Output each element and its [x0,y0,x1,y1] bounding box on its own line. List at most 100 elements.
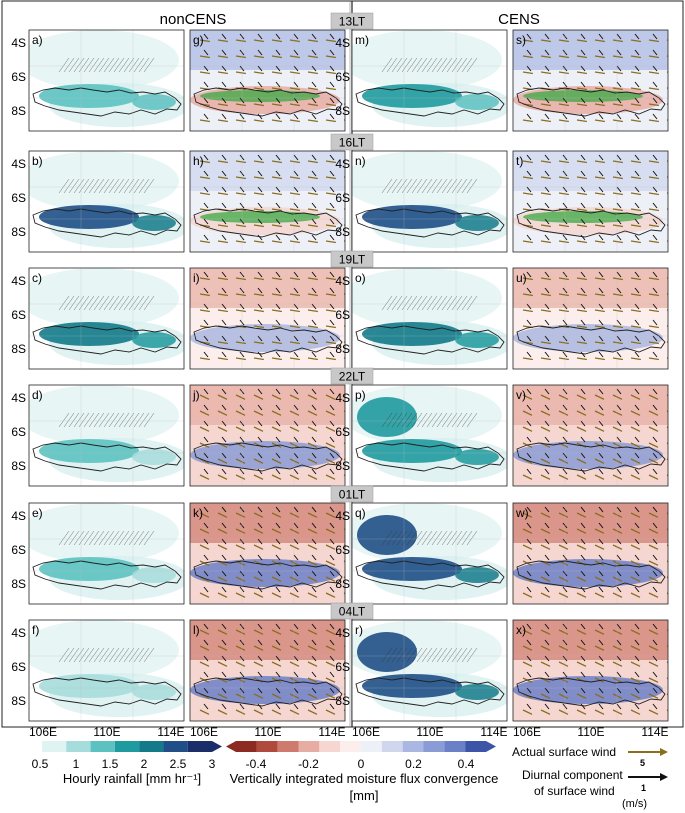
diurnal-wind-vector [329,522,335,529]
wind-vector [325,394,336,400]
diurnal-wind-vector [652,287,658,294]
wind-vector [648,410,659,416]
diurnal-wind-vector [275,436,281,443]
diurnal-wind-vector [221,287,227,294]
diurnal-wind-vector [203,522,209,529]
rainfall-colorbar-segment [139,741,164,752]
wind-vector [630,394,641,400]
figure-frame [1,0,684,728]
wind-vector [217,240,228,244]
wind-vector [648,709,659,715]
panel-letter: m) [355,33,369,47]
diurnal-wind-vector [293,506,299,513]
wind-vector [612,176,623,180]
diurnal-wind-vector [671,352,675,357]
wind-vector [217,160,228,164]
wind-vector [289,325,300,329]
wind-vector [522,119,533,123]
time-label-box [330,367,374,385]
wind-vector [253,103,264,107]
diurnal-wind-vector [598,570,604,577]
wind-vector [199,160,210,164]
diurnal-wind-vector [598,671,604,678]
wind-vector [235,277,246,281]
diurnal-wind-vector [580,303,586,310]
diurnal-wind-vector [671,405,675,410]
wind-vector [540,192,551,196]
wind-vector [289,474,300,480]
wind-vector [648,103,659,107]
diurnal-wind-vector [652,703,658,710]
diurnal-wind-vector [329,436,335,443]
diurnal-wind-vector [634,522,640,529]
wind-vector [522,512,533,518]
diurnal-wind-vector [203,436,209,443]
wind-vector [235,357,246,361]
wind-vector [612,693,623,699]
diurnal-wind-vector [203,452,209,459]
lat-tick-label: 8S [335,104,350,118]
diurnal-wind-vector [544,703,550,710]
wind-vector [522,661,533,667]
wind-vector [558,592,569,598]
convergence-colorbar-extend-low [226,741,236,752]
diurnal-wind-vector [311,97,317,104]
wind-vector [235,410,246,416]
wind-vector [289,87,300,91]
panel-letter: w) [515,506,529,520]
wind-vector [235,458,246,464]
diurnal-wind-vector [526,271,532,278]
wind-vector [558,357,569,361]
diurnal-wind-vector [293,468,299,475]
wind-vector [540,629,551,635]
diurnal-wind-vector [598,351,604,358]
diurnal-wind-vector [257,420,263,427]
wind-vector [576,55,587,59]
diurnal-wind-vector [580,234,586,241]
panel-w: w) [512,502,669,605]
wind-vector [217,592,228,598]
wind-vector [594,410,605,416]
wind-vector [307,592,318,598]
wind-vector [558,645,569,651]
wind-vector [289,528,300,534]
wind-vector [558,544,569,550]
diurnal-wind-vector [616,452,622,459]
wind-vector [594,512,605,518]
wind-vector [253,560,264,566]
diurnal-wind-vector [634,404,640,411]
diurnal-wind-vector [311,404,317,411]
wind-vector [307,325,318,329]
wind-vector [253,309,264,313]
diurnal-wind-vector [329,404,335,411]
wind-vector [271,309,282,313]
diurnal-wind-vector [203,671,209,678]
wind-vector [271,39,282,43]
wind-vector [612,208,623,212]
wind-vector [576,410,587,416]
diurnal-wind-vector [634,570,640,577]
wind-vector [289,103,300,107]
diurnal-wind-vector [580,81,586,88]
wind-vector [558,426,569,432]
diurnal-wind-vector [526,404,532,411]
wind-vector [666,119,668,121]
diurnal-wind-vector [275,639,281,646]
actual-wind-scale: 5 [640,758,645,768]
wind-vector [576,645,587,651]
wind-vector [612,576,623,582]
diurnal-wind-vector [203,319,209,326]
panel-letter: q) [355,506,366,520]
wind-legend-actual-label: Actual surface wind [512,745,616,759]
wind-vector [558,394,569,400]
wind-vector [217,645,228,651]
diurnal-wind-vector [203,113,209,120]
diurnal-wind-vector [311,271,317,278]
wind-vector [558,309,569,313]
diurnal-wind-vector [257,186,263,193]
diurnal-wind-vector [221,436,227,443]
diurnal-wind-vector [293,234,299,241]
wind-vector [630,677,641,683]
diurnal-wind-vector [293,33,299,40]
diurnal-wind-vector [598,154,604,161]
